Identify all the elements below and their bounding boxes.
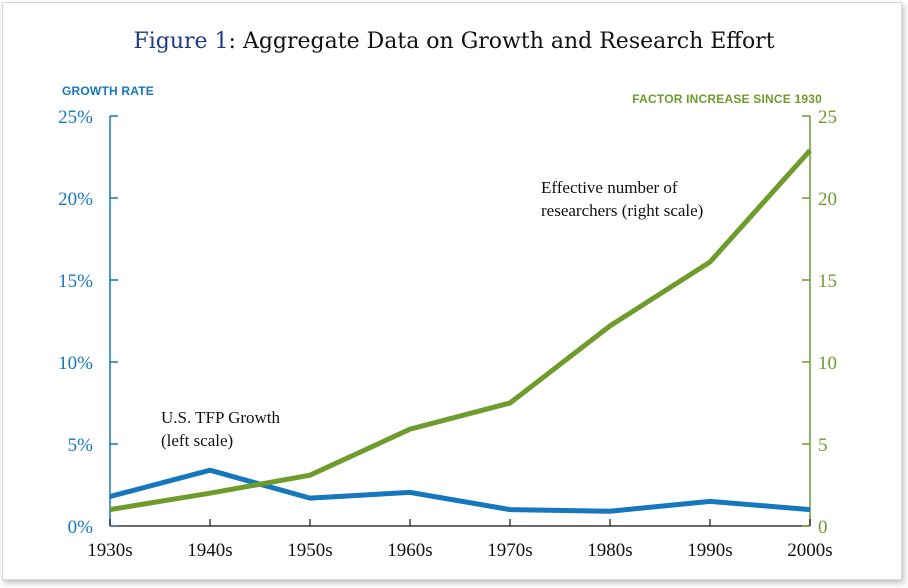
left-tick-label: 5%: [68, 435, 94, 456]
right-axis-title: FACTOR INCREASE SINCE 1930: [632, 92, 822, 106]
right-tick-label: 25: [818, 107, 837, 128]
x-tick-label: 1960s: [387, 540, 432, 561]
tfp-annotation: U.S. TFP Growth (left scale): [161, 408, 281, 450]
right-tick-label: 5: [818, 435, 828, 456]
chart-title: Figure 1: Aggregate Data on Growth and R…: [0, 29, 908, 54]
left-tick-label: 25%: [58, 107, 93, 128]
x-tick-label: 1940s: [187, 540, 232, 561]
researchers-annotation-line: Effective number of: [541, 178, 678, 197]
right-tick-label: 15: [818, 271, 837, 292]
figure-number: Figure 1: [133, 29, 229, 54]
x-tick-label: 1970s: [487, 540, 532, 561]
left-tick-label: 0%: [68, 517, 94, 538]
researchers-annotation: Effective number of researchers (right sc…: [541, 178, 703, 220]
figure-title-text: : Aggregate Data on Growth and Research …: [228, 29, 775, 54]
left-tick-label: 10%: [58, 353, 93, 374]
right-tick-label: 20: [818, 189, 837, 210]
tfp-annotation-line: (left scale): [161, 431, 233, 450]
researchers-annotation-line: researchers (right scale): [541, 201, 703, 220]
tfp-annotation-line: U.S. TFP Growth: [161, 408, 281, 427]
tfp-growth-series-line: [109, 467, 811, 514]
x-tick-label: 2000s: [787, 540, 832, 561]
left-axis-title: GROWTH RATE: [62, 84, 154, 98]
left-tick-label: 15%: [58, 271, 93, 292]
x-tick-label: 1990s: [687, 540, 732, 561]
x-tick-label: 1930s: [87, 540, 132, 561]
x-tick-label: 1980s: [587, 540, 632, 561]
researchers-series-line: [109, 148, 812, 513]
right-tick-label: 10: [818, 353, 837, 374]
right-tick-label: 0: [818, 517, 828, 538]
left-tick-label: 20%: [58, 189, 93, 210]
x-tick-label: 1950s: [287, 540, 332, 561]
